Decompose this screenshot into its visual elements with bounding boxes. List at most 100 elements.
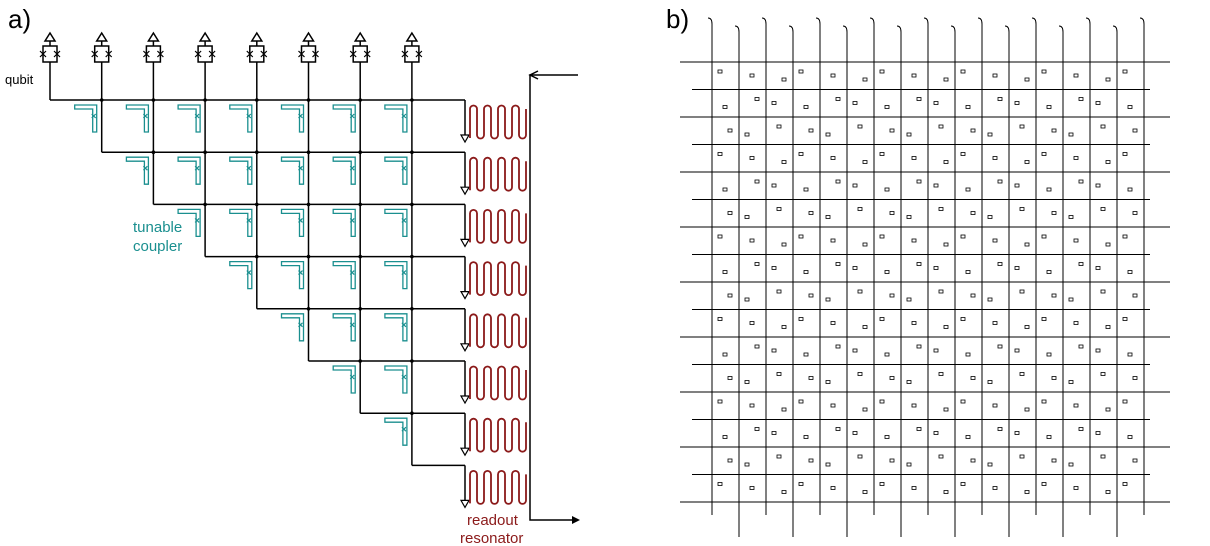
- coupler-cell: [799, 400, 803, 403]
- node: [152, 98, 156, 102]
- coupler-cell: [799, 235, 803, 238]
- coupler-cell: [1025, 491, 1029, 494]
- coupler-cell: [907, 133, 911, 136]
- coupler-cell: [750, 487, 754, 490]
- coupler-cell: [907, 463, 911, 466]
- coupler-label: coupler: [133, 238, 182, 255]
- coupler-cell: [772, 349, 776, 352]
- arrow: [461, 344, 469, 351]
- coupler-cell: [944, 78, 948, 81]
- lattice-line: [870, 18, 874, 515]
- coupler: [333, 157, 355, 184]
- coupler-cell: [836, 345, 840, 348]
- coupler-cell: [1101, 125, 1105, 128]
- qubit: [43, 46, 57, 62]
- coupler-cell: [853, 432, 857, 435]
- coupler-cell: [809, 129, 813, 132]
- node: [203, 203, 207, 207]
- coupler-cell: [1074, 322, 1078, 325]
- coupler-cell: [1074, 404, 1078, 407]
- coupler-cell: [799, 153, 803, 156]
- coupler-cell: [718, 235, 722, 238]
- coupler-cell: [1101, 208, 1105, 211]
- coupler: [230, 262, 252, 289]
- coupler-cell: [1106, 491, 1110, 494]
- coupler-cell: [1047, 353, 1051, 356]
- coupler-cell: [772, 267, 776, 270]
- coupler-cell: [1128, 436, 1132, 439]
- node: [100, 98, 104, 102]
- coupler: [230, 209, 252, 236]
- lattice-line: [762, 18, 766, 515]
- resonator: [470, 471, 526, 504]
- coupler: [230, 105, 252, 132]
- coupler: [333, 105, 355, 132]
- coupler-cell: [966, 436, 970, 439]
- coupler-cell: [804, 353, 808, 356]
- coupler-cell: [718, 400, 722, 403]
- coupler-cell: [853, 184, 857, 187]
- coupler-cell: [917, 428, 921, 431]
- coupler-cell: [993, 157, 997, 160]
- coupler: [385, 418, 407, 445]
- coupler-cell: [993, 322, 997, 325]
- coupler-cell: [912, 239, 916, 242]
- coupler-cell: [961, 318, 965, 321]
- coupler-cell: [755, 263, 759, 266]
- lattice-line: [816, 18, 820, 515]
- coupler-cell: [1074, 487, 1078, 490]
- coupler-cell: [1025, 161, 1029, 164]
- coupler-cell: [998, 98, 1002, 101]
- coupler-cell: [880, 153, 884, 156]
- coupler-cell: [728, 294, 732, 297]
- arrow: [461, 500, 469, 507]
- panel-b: [680, 18, 1170, 537]
- coupler-cell: [1074, 157, 1078, 160]
- coupler-cell: [939, 373, 943, 376]
- coupler-cell: [971, 459, 975, 462]
- coupler: [385, 157, 407, 184]
- coupler: [282, 262, 304, 289]
- qubit-port: [252, 33, 262, 41]
- arrow: [461, 135, 469, 142]
- resonator: [470, 262, 526, 295]
- coupler-cell: [1074, 74, 1078, 77]
- node: [152, 150, 156, 154]
- coupler-cell: [966, 271, 970, 274]
- coupler-cell: [1123, 483, 1127, 486]
- coupler-cell: [863, 326, 867, 329]
- coupler-cell: [934, 349, 938, 352]
- arrow: [461, 396, 469, 403]
- coupler-cell: [831, 74, 835, 77]
- node: [410, 255, 414, 259]
- coupler-cell: [1096, 432, 1100, 435]
- coupler-cell: [723, 353, 727, 356]
- lattice-line: [978, 18, 982, 515]
- node: [307, 203, 311, 207]
- panel-label: a): [8, 4, 31, 34]
- qubit: [353, 46, 367, 62]
- node: [358, 307, 362, 311]
- coupler-cell: [777, 208, 781, 211]
- coupler-cell: [961, 235, 965, 238]
- coupler-cell: [831, 239, 835, 242]
- coupler-cell: [1052, 377, 1056, 380]
- coupler: [333, 366, 355, 393]
- resonator-label: resonator: [460, 530, 523, 546]
- coupler-cell: [826, 133, 830, 136]
- resonator: [470, 314, 526, 347]
- coupler-cell: [745, 463, 749, 466]
- resonator: [470, 419, 526, 452]
- arrow: [461, 292, 469, 299]
- node: [358, 359, 362, 363]
- coupler-cell: [728, 129, 732, 132]
- coupler-cell: [858, 373, 862, 376]
- coupler-cell: [944, 326, 948, 329]
- lattice-line: [1032, 18, 1036, 515]
- resonator: [470, 367, 526, 400]
- coupler-cell: [934, 102, 938, 105]
- coupler-cell: [1015, 432, 1019, 435]
- coupler-cell: [1042, 235, 1046, 238]
- resonator: [470, 158, 526, 191]
- coupler-cell: [723, 188, 727, 191]
